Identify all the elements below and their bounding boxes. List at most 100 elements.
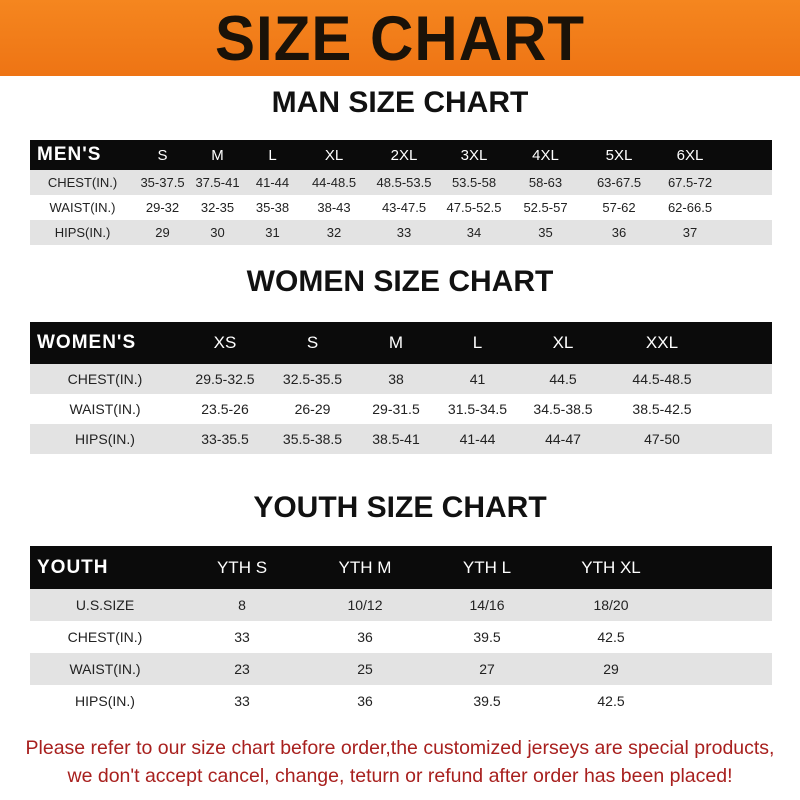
table-cell: 48.5-53.5 <box>376 175 432 190</box>
table-cell: 23.5-26 <box>201 401 249 417</box>
size-header: L <box>472 333 483 352</box>
table-cell: 38 <box>388 371 404 387</box>
table-cell: 29.5-32.5 <box>195 371 255 387</box>
table-cell: 62-66.5 <box>667 200 713 215</box>
table-cell: 47-50 <box>644 431 680 447</box>
youth-size-table: YOUTH YTH S YTH M YTH L YTH XL U.S.SIZE 8 10/12… <box>30 546 772 717</box>
men-section-title: MAN SIZE CHART <box>271 86 529 119</box>
row-label: CHEST(IN.) <box>47 175 118 190</box>
table-row: WAIST(IN.) 23 25 27 29 <box>30 653 772 685</box>
size-header: L <box>268 146 277 164</box>
row-label: CHEST(IN.) <box>67 371 143 387</box>
banner-title: SIZE CHART <box>215 2 585 74</box>
table-cell: 33 <box>234 629 250 645</box>
header-label: MEN'S <box>37 144 102 165</box>
size-header: 2XL <box>390 146 418 164</box>
size-header: S <box>157 146 168 164</box>
table-cell: 47.5-52.5 <box>446 200 502 215</box>
table-cell: 34.5-38.5 <box>533 401 593 417</box>
table-cell: 29 <box>155 225 170 240</box>
table-row: HIPS(IN.) 33-35.5 35.5-38.5 38.5-41 41-44 44-… <box>30 424 772 454</box>
table-cell: 27 <box>479 661 495 677</box>
header-row: WOMEN'S XS S M L XL XXL <box>30 322 772 364</box>
table-cell: 18/20 <box>593 597 629 613</box>
table-cell: 36 <box>611 225 627 240</box>
table-cell: 33 <box>396 225 412 240</box>
table-cell: 57-62 <box>602 200 636 215</box>
size-header: 5XL <box>605 146 633 164</box>
table-cell: 39.5 <box>473 629 501 645</box>
size-header: M <box>211 146 224 164</box>
table-cell: 43-47.5 <box>381 200 427 215</box>
table-cell: 31.5-34.5 <box>447 401 508 417</box>
table-cell: 39.5 <box>473 693 501 709</box>
table-row: CHEST(IN.) 35-37.5 37.5-41 41-44 44-48.5 48.5… <box>30 170 772 195</box>
row-label: HIPS(IN.) <box>54 225 111 240</box>
row-label: CHEST(IN.) <box>67 629 143 645</box>
table-cell: 53.5-58 <box>451 175 497 190</box>
table-cell: 8 <box>238 597 246 613</box>
men-size-table: MEN'S S M L XL 2XL 3XL 4XL 5XL 6XL CHEST(IN.) 35-37… <box>30 140 772 245</box>
size-header: YTH XL <box>581 557 641 577</box>
table-cell: 41-44 <box>255 175 290 190</box>
table-cell: 30 <box>210 225 225 240</box>
table-cell: 35-37.5 <box>140 175 185 190</box>
table-cell: 29 <box>603 661 619 677</box>
table-cell: 41 <box>469 371 486 387</box>
table-cell: 33-35.5 <box>201 431 249 447</box>
header-label: WOMEN'S <box>37 332 137 353</box>
size-header: XS <box>213 333 237 352</box>
table-cell: 23 <box>234 661 250 677</box>
table-cell: 35.5-38.5 <box>282 431 343 447</box>
table-cell: 36 <box>357 693 373 709</box>
size-header: M <box>388 333 404 352</box>
size-header: S <box>306 333 319 352</box>
table-cell: 10/12 <box>347 597 383 613</box>
header-row: MEN'S S M L XL 2XL 3XL 4XL 5XL 6XL <box>30 140 772 170</box>
table-cell: 42.5 <box>597 629 625 645</box>
size-header: YTH M <box>338 557 392 577</box>
table-cell: 32-35 <box>200 200 235 215</box>
table-cell: 52.5-57 <box>523 200 568 215</box>
table-cell: 35 <box>538 225 553 240</box>
table-cell: 67.5-72 <box>667 175 713 190</box>
table-cell: 44-48.5 <box>311 175 357 190</box>
size-header: 4XL <box>532 146 559 164</box>
table-cell: 29-32 <box>145 200 180 215</box>
size-header: 3XL <box>460 146 488 164</box>
header-label: YOUTH <box>37 556 109 578</box>
table-cell: 38-43 <box>317 200 351 215</box>
table-cell: 38.5-41 <box>372 431 420 447</box>
table-cell: 41-44 <box>459 431 496 447</box>
order-notice: Please refer to our size chart before or… <box>0 734 800 790</box>
row-label: U.S.SIZE <box>75 597 135 613</box>
table-cell: 14/16 <box>469 597 505 613</box>
table-row: HIPS(IN.) 33 36 39.5 42.5 <box>30 685 772 717</box>
table-cell: 35-38 <box>255 200 290 215</box>
table-row: CHEST(IN.) 33 36 39.5 42.5 <box>30 621 772 653</box>
size-header: YTH L <box>462 557 512 577</box>
size-header: XL <box>552 333 574 352</box>
table-cell: 36 <box>357 629 373 645</box>
table-row: HIPS(IN.) 29 30 31 32 33 34 35 36 37 <box>30 220 772 245</box>
women-section-title: WOMEN SIZE CHART <box>246 265 554 298</box>
table-cell: 44-47 <box>545 431 581 447</box>
table-cell: 29-31.5 <box>372 401 420 417</box>
size-header: XL <box>324 146 344 164</box>
table-cell: 58-63 <box>528 175 563 190</box>
table-cell: 32.5-35.5 <box>282 371 343 387</box>
table-row: U.S.SIZE 8 10/12 14/16 18/20 <box>30 589 772 621</box>
table-cell: 34 <box>466 225 482 240</box>
youth-section-title: YOUTH SIZE CHART <box>253 491 547 524</box>
header-row: YOUTH YTH S YTH M YTH L YTH XL <box>30 546 772 589</box>
table-cell: 32 <box>326 225 342 240</box>
row-label: WAIST(IN.) <box>49 200 116 215</box>
table-cell: 63-67.5 <box>596 175 642 190</box>
row-label: HIPS(IN.) <box>75 693 135 709</box>
table-row: CHEST(IN.) 29.5-32.5 32.5-35.5 38 41 44.5 44.5… <box>30 364 772 394</box>
table-cell: 37 <box>682 225 698 240</box>
table-cell: 44.5 <box>549 371 577 387</box>
row-label: WAIST(IN.) <box>69 401 141 417</box>
table-cell: 42.5 <box>597 693 625 709</box>
table-cell: 25 <box>357 661 373 677</box>
